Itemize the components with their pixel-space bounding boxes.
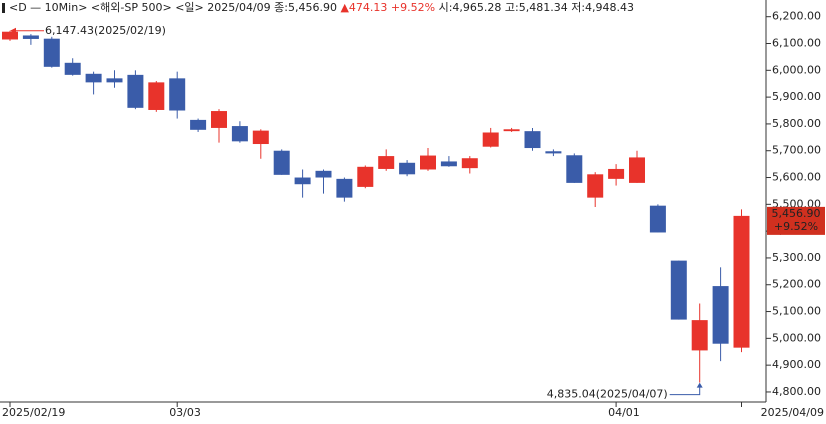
y-tick-label: 6,000.00 (772, 63, 821, 76)
y-tick-label: 5,100.00 (772, 305, 821, 318)
header-item: 고:5,481.34 (505, 1, 568, 14)
candle-body (148, 82, 165, 110)
change-label: +9.52% (774, 220, 818, 233)
header-item: 종:5,456.90 (274, 1, 337, 14)
candle-body (106, 78, 123, 83)
candle-body (691, 320, 708, 351)
candle-body (420, 155, 436, 170)
candle-body (2, 31, 18, 40)
candle-body (190, 119, 207, 130)
header: <D — 10Min> <해외-SP 500> <일> 2025/04/09 종… (9, 0, 634, 14)
candle-body (64, 62, 81, 75)
candle-body (43, 38, 60, 67)
y-tick-label: 5,200.00 (772, 278, 821, 291)
y-tick-label: 6,100.00 (772, 37, 821, 50)
candle-body (85, 73, 102, 83)
x-tick-label: 04/01 (608, 406, 640, 419)
candle-body (733, 215, 750, 348)
y-tick-label: 5,700.00 (772, 144, 821, 157)
y-tick-label: 5,000.00 (772, 331, 821, 344)
candle-body (482, 132, 499, 147)
candle-body (629, 157, 645, 183)
y-tick-label: 5,300.00 (772, 251, 821, 264)
candle-body (127, 74, 144, 108)
x-tick-label: 2025/04/09 (761, 406, 824, 419)
header-item: <D — 10Min> (9, 1, 87, 14)
candle-body (524, 131, 541, 149)
header-item: 시:4,965.28 (439, 1, 502, 14)
min-arrow (669, 385, 701, 396)
header-item: ▲474.13 (340, 1, 387, 14)
candle-body (587, 174, 604, 198)
price-box (767, 206, 825, 235)
y-tick-label: 4,800.00 (772, 385, 821, 398)
header-item: <해외-SP 500> (91, 0, 172, 14)
min-arrowhead (696, 382, 703, 388)
max-arrowhead (10, 27, 16, 34)
candle-body (649, 205, 666, 233)
y-tick-label: 5,600.00 (772, 171, 821, 184)
candle-body (503, 129, 520, 132)
candle-body (440, 161, 457, 167)
candle-body (273, 150, 290, 175)
header-item: +9.52% (391, 1, 435, 14)
candle-body (357, 166, 374, 187)
header-item: <일> (175, 0, 204, 14)
candle-body (712, 286, 729, 344)
candle-body (461, 158, 478, 169)
candle-body (22, 35, 39, 39)
y-tick-label: 6,200.00 (772, 10, 821, 23)
candle-body (315, 170, 332, 178)
candle-body (545, 151, 562, 154)
header-marker (2, 3, 5, 13)
candle-body (294, 177, 311, 185)
candle-body (252, 130, 269, 145)
candle-body (169, 78, 186, 111)
candle-body (608, 168, 625, 179)
min-label: 4,835.04(2025/04/07) (547, 388, 668, 401)
y-tick-label: 5,800.00 (772, 117, 821, 130)
candle-body (231, 126, 248, 142)
y-tick-label: 5,900.00 (772, 90, 821, 103)
x-tick-label: 2025/02/19 (2, 406, 65, 419)
max-label: 6,147.43(2025/02/19) (45, 24, 166, 37)
candle-body (336, 178, 353, 198)
header-item: 2025/04/09 (207, 1, 270, 14)
y-tick-label: 4,900.00 (772, 358, 821, 371)
candle-body (378, 156, 395, 169)
price-label: 5,456.90 (772, 207, 821, 220)
candle-body (211, 111, 227, 128)
candle-body (399, 162, 416, 175)
candle-body (566, 155, 583, 183)
header-item: 저:4,948.43 (571, 1, 634, 14)
x-tick-label: 03/03 (169, 406, 201, 419)
candle-body (670, 260, 687, 320)
